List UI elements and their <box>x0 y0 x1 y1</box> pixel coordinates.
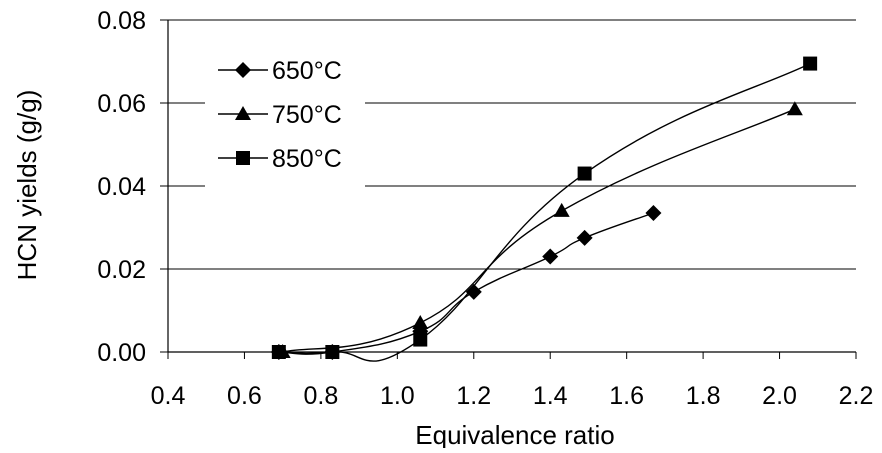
legend-item-750c: 750°C <box>218 101 342 129</box>
x-tick-label-9: 2.2 <box>839 382 874 410</box>
y-tick-label-1: 0.02 <box>97 256 146 284</box>
legend-box <box>205 40 365 190</box>
data-point-750c-3 <box>786 101 803 116</box>
x-axis-label: Equivalence ratio <box>415 420 614 448</box>
x-tick-label-1: 0.6 <box>227 382 262 410</box>
y-axis-label: HCN yields (g/g) <box>12 90 42 281</box>
tick-labels: 0.00 0.02 0.04 0.06 0.08 0.4 0.6 0.8 1.0 1.2 1.4 1.… <box>97 7 873 410</box>
x-tick-label-4: 1.2 <box>456 382 491 410</box>
data-point-650c-6 <box>645 204 662 221</box>
y-tick-label-3: 0.06 <box>97 90 146 118</box>
y-tick-label-4: 0.08 <box>97 7 146 35</box>
data-point-750c-2 <box>553 202 570 217</box>
data-point-850c-0 <box>271 345 286 359</box>
legend-item-850c: 850°C <box>218 145 342 173</box>
data-point-850c-2 <box>413 332 428 347</box>
legend-marker-850c <box>236 151 250 165</box>
data-series <box>270 56 818 362</box>
series-850c <box>271 56 818 362</box>
legend: 650°C 750°C 850°C <box>205 40 365 190</box>
data-point-650c-4 <box>542 248 559 265</box>
data-point-850c-1 <box>325 345 340 359</box>
x-tick-label-6: 1.6 <box>609 382 644 410</box>
legend-label-750c: 750°C <box>272 101 342 129</box>
legend-marker-750c <box>235 106 251 120</box>
x-tick-label-0: 0.4 <box>151 382 186 410</box>
series-650c <box>270 204 662 360</box>
y-tick-label-2: 0.04 <box>97 173 146 201</box>
data-point-850c-4 <box>803 56 818 71</box>
series-line-650c <box>278 212 654 355</box>
x-tick-label-2: 0.8 <box>304 382 339 410</box>
legend-label-650c: 650°C <box>272 57 342 85</box>
y-tick-label-0: 0.00 <box>97 339 146 367</box>
data-point-750c-1 <box>412 314 429 329</box>
legend-marker-650c <box>235 62 251 78</box>
legend-item-650c: 650°C <box>218 57 342 85</box>
x-tick-label-3: 1.0 <box>380 382 415 410</box>
legend-label-850c: 850°C <box>272 145 342 173</box>
x-tick-label-7: 1.8 <box>686 382 721 410</box>
x-tick-label-8: 2.0 <box>762 382 797 410</box>
x-tick-label-5: 1.4 <box>533 382 568 410</box>
data-point-850c-3 <box>577 166 592 181</box>
data-point-650c-5 <box>576 229 593 246</box>
